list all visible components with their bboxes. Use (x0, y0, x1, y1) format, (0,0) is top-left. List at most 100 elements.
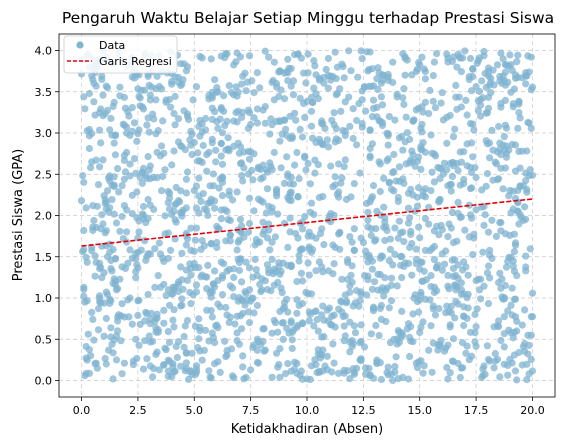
data-point (457, 68, 465, 76)
x-tick-label: 7.5 (242, 404, 260, 417)
data-point (391, 250, 399, 258)
data-point (471, 310, 479, 318)
data-point (82, 204, 90, 212)
data-point (486, 357, 494, 365)
data-point (109, 102, 117, 111)
data-point (118, 212, 126, 221)
data-point (478, 203, 486, 211)
data-point (233, 329, 241, 337)
data-point (115, 188, 123, 196)
data-point (135, 341, 143, 349)
data-point (319, 120, 327, 128)
data-point (189, 291, 197, 299)
data-point (385, 178, 393, 186)
data-point (250, 150, 258, 158)
data-point (386, 339, 394, 347)
data-point (483, 342, 491, 350)
data-point (82, 354, 90, 362)
data-point (114, 165, 122, 173)
data-point (238, 325, 246, 333)
data-point (153, 72, 161, 80)
data-point (135, 296, 143, 304)
data-point (280, 219, 289, 227)
data-point (454, 198, 462, 206)
data-point (266, 130, 274, 138)
data-point (401, 71, 409, 79)
data-point (238, 278, 246, 286)
data-point (345, 47, 353, 55)
data-point (277, 86, 285, 94)
data-point (85, 132, 93, 140)
data-point (471, 329, 479, 337)
data-point (484, 228, 493, 236)
data-point (330, 109, 338, 117)
data-point (420, 65, 428, 73)
data-point (397, 253, 405, 261)
data-point (497, 164, 505, 172)
data-point (425, 220, 433, 228)
data-point (386, 235, 394, 243)
data-point (399, 331, 407, 339)
x-tick-label: 17.5 (464, 404, 489, 417)
data-point (209, 170, 217, 178)
regression-line (81, 198, 533, 247)
data-point (128, 254, 136, 262)
data-point (412, 106, 420, 114)
data-point (265, 269, 273, 277)
data-point (449, 239, 458, 247)
data-point (404, 375, 413, 383)
data-point (514, 207, 522, 215)
data-point (90, 216, 98, 225)
data-point (177, 362, 185, 370)
data-point (102, 314, 110, 323)
data-point (311, 169, 319, 177)
data-point (310, 57, 318, 65)
data-point (329, 340, 337, 348)
data-point (238, 80, 246, 88)
data-point (338, 275, 346, 283)
data-point (374, 85, 382, 93)
data-point (446, 160, 454, 168)
data-point (85, 144, 93, 153)
data-point (213, 238, 221, 247)
data-point (268, 166, 276, 174)
legend-data-marker (76, 41, 84, 49)
data-point (102, 360, 110, 368)
data-point (192, 182, 201, 190)
data-point (180, 343, 188, 351)
data-point (208, 313, 216, 321)
data-point (480, 282, 488, 290)
data-point (488, 216, 496, 224)
data-point (268, 238, 276, 246)
data-point (123, 206, 131, 214)
data-point (318, 225, 326, 233)
data-point (132, 169, 140, 177)
data-point (518, 147, 526, 155)
data-point (447, 224, 455, 232)
data-point (167, 103, 175, 111)
data-point (221, 122, 229, 130)
data-point (168, 80, 176, 88)
data-point (118, 300, 126, 308)
data-point (428, 168, 436, 176)
data-point (192, 365, 201, 373)
data-point (291, 358, 299, 366)
data-point (223, 207, 231, 215)
data-point (507, 301, 515, 309)
data-point (151, 283, 159, 291)
data-point (212, 146, 220, 154)
data-point (330, 260, 338, 268)
data-point (214, 358, 222, 366)
data-point (124, 259, 132, 267)
data-point (149, 373, 157, 381)
data-point (275, 259, 283, 267)
data-point (495, 122, 503, 131)
data-point (367, 330, 375, 338)
data-point (415, 358, 423, 366)
data-point (159, 172, 167, 181)
data-point (480, 362, 488, 370)
data-point (348, 238, 356, 246)
data-point (492, 232, 500, 240)
data-point (188, 349, 196, 357)
data-point (372, 236, 380, 244)
